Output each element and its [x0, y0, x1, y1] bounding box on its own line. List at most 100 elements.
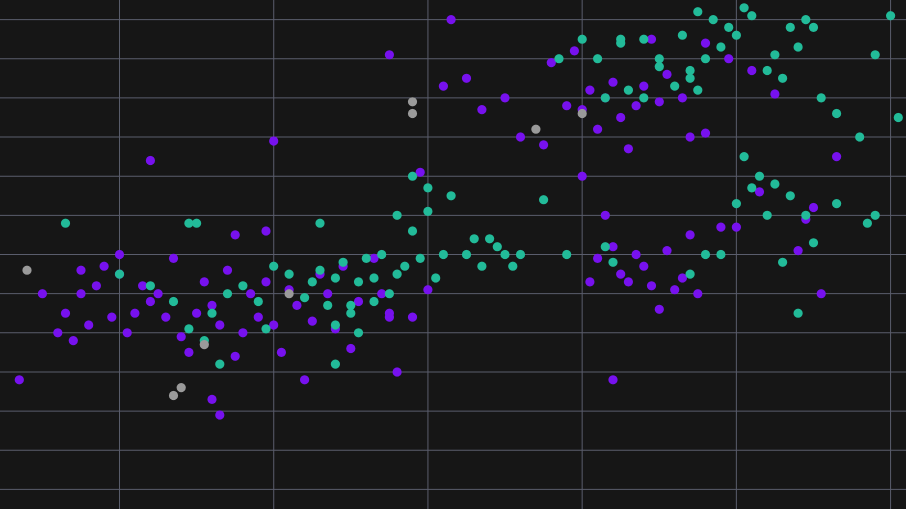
- data-point-teal-11: [269, 261, 279, 271]
- data-point-purple-43: [369, 253, 379, 263]
- data-point-teal-13: [300, 293, 310, 303]
- data-point-teal-101: [654, 62, 664, 72]
- data-point-purple-90: [670, 285, 680, 295]
- data-point-purple-20: [184, 347, 194, 357]
- data-point-teal-19: [346, 300, 356, 310]
- data-point-purple-68: [631, 101, 641, 111]
- data-point-purple-98: [677, 273, 688, 283]
- data-point-teal-54: [554, 54, 564, 64]
- data-point-purple-78: [623, 144, 634, 154]
- data-point-teal-33: [461, 249, 472, 260]
- data-point-purple-23: [207, 300, 217, 310]
- data-point-teal-72: [724, 22, 734, 32]
- data-point-teal-39: [508, 261, 518, 271]
- data-point-teal-16: [323, 300, 333, 310]
- data-point-purple-18: [168, 253, 179, 263]
- data-point-purple-48: [423, 285, 433, 295]
- data-point-purple-86: [608, 242, 618, 252]
- data-point-teal-44: [369, 296, 379, 307]
- data-point-purple-110: [384, 312, 394, 322]
- data-point-teal-18: [338, 257, 348, 267]
- data-point-teal-25: [392, 269, 402, 279]
- data-point-purple-28: [246, 289, 256, 299]
- data-point-teal-7: [222, 289, 233, 299]
- data-point-purple-53: [230, 230, 240, 240]
- data-point-teal-31: [438, 249, 448, 260]
- data-point-purple-81: [700, 38, 711, 48]
- data-point-purple-92: [585, 277, 595, 287]
- data-point-teal-105: [600, 93, 610, 103]
- data-point-teal-4: [184, 324, 194, 334]
- data-point-purple-44: [377, 289, 387, 299]
- data-point-teal-90: [785, 191, 795, 201]
- data-point-teal-91: [801, 210, 811, 220]
- data-point-purple-27: [238, 328, 248, 338]
- data-point-teal-56: [593, 54, 603, 64]
- data-point-teal-8: [238, 281, 248, 291]
- data-point-teal-49: [346, 308, 356, 318]
- data-point-teal-55: [577, 34, 587, 44]
- data-point-purple-59: [477, 105, 487, 115]
- data-point-teal-23: [377, 249, 387, 260]
- data-point-teal-47: [215, 359, 225, 369]
- data-point-purple-77: [608, 77, 618, 87]
- data-point-purple-42: [353, 296, 364, 307]
- data-point-teal-106: [616, 34, 626, 44]
- data-point-teal-109: [870, 210, 880, 220]
- data-point-teal-97: [793, 308, 803, 318]
- data-point-purple-14: [138, 281, 148, 291]
- data-point-teal-51: [407, 171, 418, 181]
- data-point-purple-36: [307, 316, 317, 326]
- data-point-purple-71: [677, 93, 688, 103]
- data-point-teal-36: [485, 234, 495, 244]
- data-point-purple-17: [161, 312, 171, 322]
- data-point-purple-32: [276, 347, 286, 357]
- data-point-teal-119: [685, 73, 695, 83]
- data-point-teal-17: [330, 273, 340, 283]
- data-point-purple-49: [145, 155, 155, 166]
- data-point-purple-89: [654, 304, 664, 314]
- data-point-purple-3: [60, 308, 71, 318]
- data-point-teal-22: [369, 273, 379, 283]
- data-point-purple-52: [261, 226, 271, 236]
- data-point-teal-0: [60, 218, 71, 228]
- data-point-purple-82: [639, 81, 649, 91]
- data-point-purple-67: [616, 112, 626, 123]
- data-point-purple-15: [145, 296, 155, 307]
- data-point-purple-21: [192, 308, 202, 318]
- data-point-purple-51: [215, 410, 225, 420]
- data-point-purple-19: [176, 332, 186, 342]
- data-point-purple-74: [747, 65, 757, 76]
- data-points: [14, 3, 903, 420]
- data-point-purple-46: [392, 367, 402, 377]
- data-point-teal-50: [392, 210, 402, 220]
- data-point-purple-76: [593, 124, 603, 134]
- data-point-teal-104: [693, 85, 703, 95]
- data-point-purple-50: [207, 394, 217, 404]
- data-point-teal-58: [639, 34, 649, 44]
- data-point-purple-70: [662, 69, 672, 79]
- data-point-teal-42: [330, 320, 340, 330]
- data-point-purple-26: [230, 351, 240, 361]
- data-point-purple-30: [261, 277, 271, 287]
- data-point-purple-85: [593, 253, 603, 263]
- data-point-purple-83: [562, 101, 572, 111]
- data-point-purple-12: [122, 328, 132, 338]
- data-point-teal-29: [423, 206, 433, 216]
- data-point-teal-102: [639, 93, 649, 103]
- data-point-purple-35: [300, 375, 310, 385]
- data-point-purple-102: [754, 187, 765, 197]
- data-point-teal-2: [145, 281, 155, 291]
- data-point-purple-58: [461, 73, 472, 83]
- data-point-purple-91: [685, 230, 695, 240]
- data-point-purple-87: [623, 277, 634, 287]
- data-point-teal-1: [114, 269, 125, 279]
- data-point-purple-57: [438, 81, 448, 91]
- data-point-teal-80: [855, 132, 865, 142]
- data-point-teal-99: [700, 249, 711, 260]
- data-point-purple-34: [292, 300, 302, 310]
- data-point-teal-96: [778, 257, 788, 267]
- data-point-purple-100: [716, 222, 726, 232]
- data-point-teal-79: [832, 108, 842, 119]
